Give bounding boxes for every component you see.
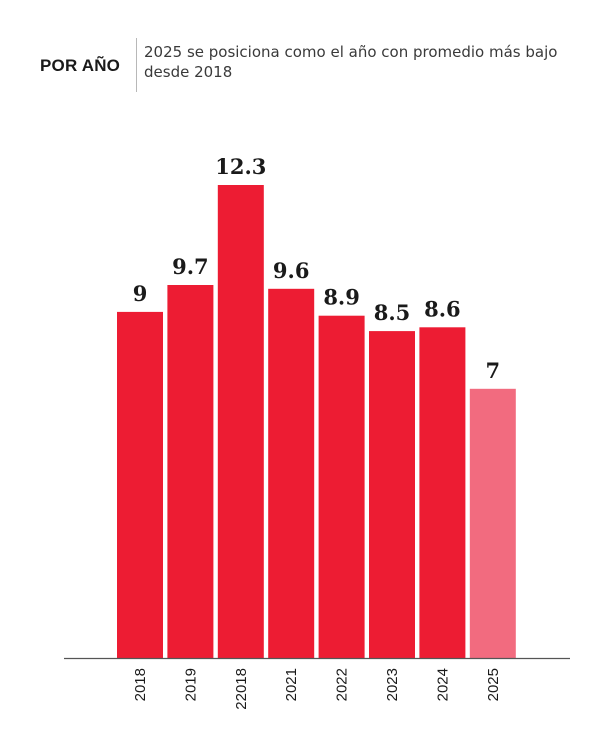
chart-header: POR AÑO 2025 se posiciona como el año co… [0, 0, 612, 110]
header-divider [136, 38, 137, 92]
bar-2021 [268, 288, 315, 658]
x-tick-label-2021: 2021 [283, 668, 300, 701]
value-label-2023: 8.5 [374, 300, 411, 325]
value-label-2025: 7 [485, 358, 500, 383]
x-tick-label-2022: 2022 [334, 668, 351, 701]
value-label-2018: 9 [133, 281, 148, 306]
bar-2025 [469, 388, 516, 658]
bar-2018 [117, 311, 163, 658]
chart-subtitle: 2025 se posiciona como el año con promed… [144, 43, 558, 81]
x-tick-label-2019: 2019 [182, 668, 199, 701]
bar-22018 [217, 185, 264, 658]
bar-2019 [167, 285, 214, 658]
value-label-2021: 9.6 [273, 258, 310, 283]
x-tick-label-2023: 2023 [384, 668, 401, 701]
value-label-22018: 12.3 [215, 154, 266, 179]
value-label-2019: 9.7 [172, 254, 209, 279]
section-kicker: POR AÑO [40, 56, 121, 75]
value-label-2024: 8.6 [424, 296, 461, 321]
x-tick-label-2024: 2024 [434, 668, 451, 701]
x-tick-label-22018: 22018 [233, 668, 250, 710]
value-label-2022: 8.9 [323, 285, 360, 310]
bar-2024 [419, 327, 466, 658]
bar-2022 [318, 315, 365, 658]
x-tick-label-2018: 2018 [132, 668, 149, 701]
x-tick-label-2025: 2025 [485, 668, 502, 701]
bar-2023 [369, 331, 415, 658]
